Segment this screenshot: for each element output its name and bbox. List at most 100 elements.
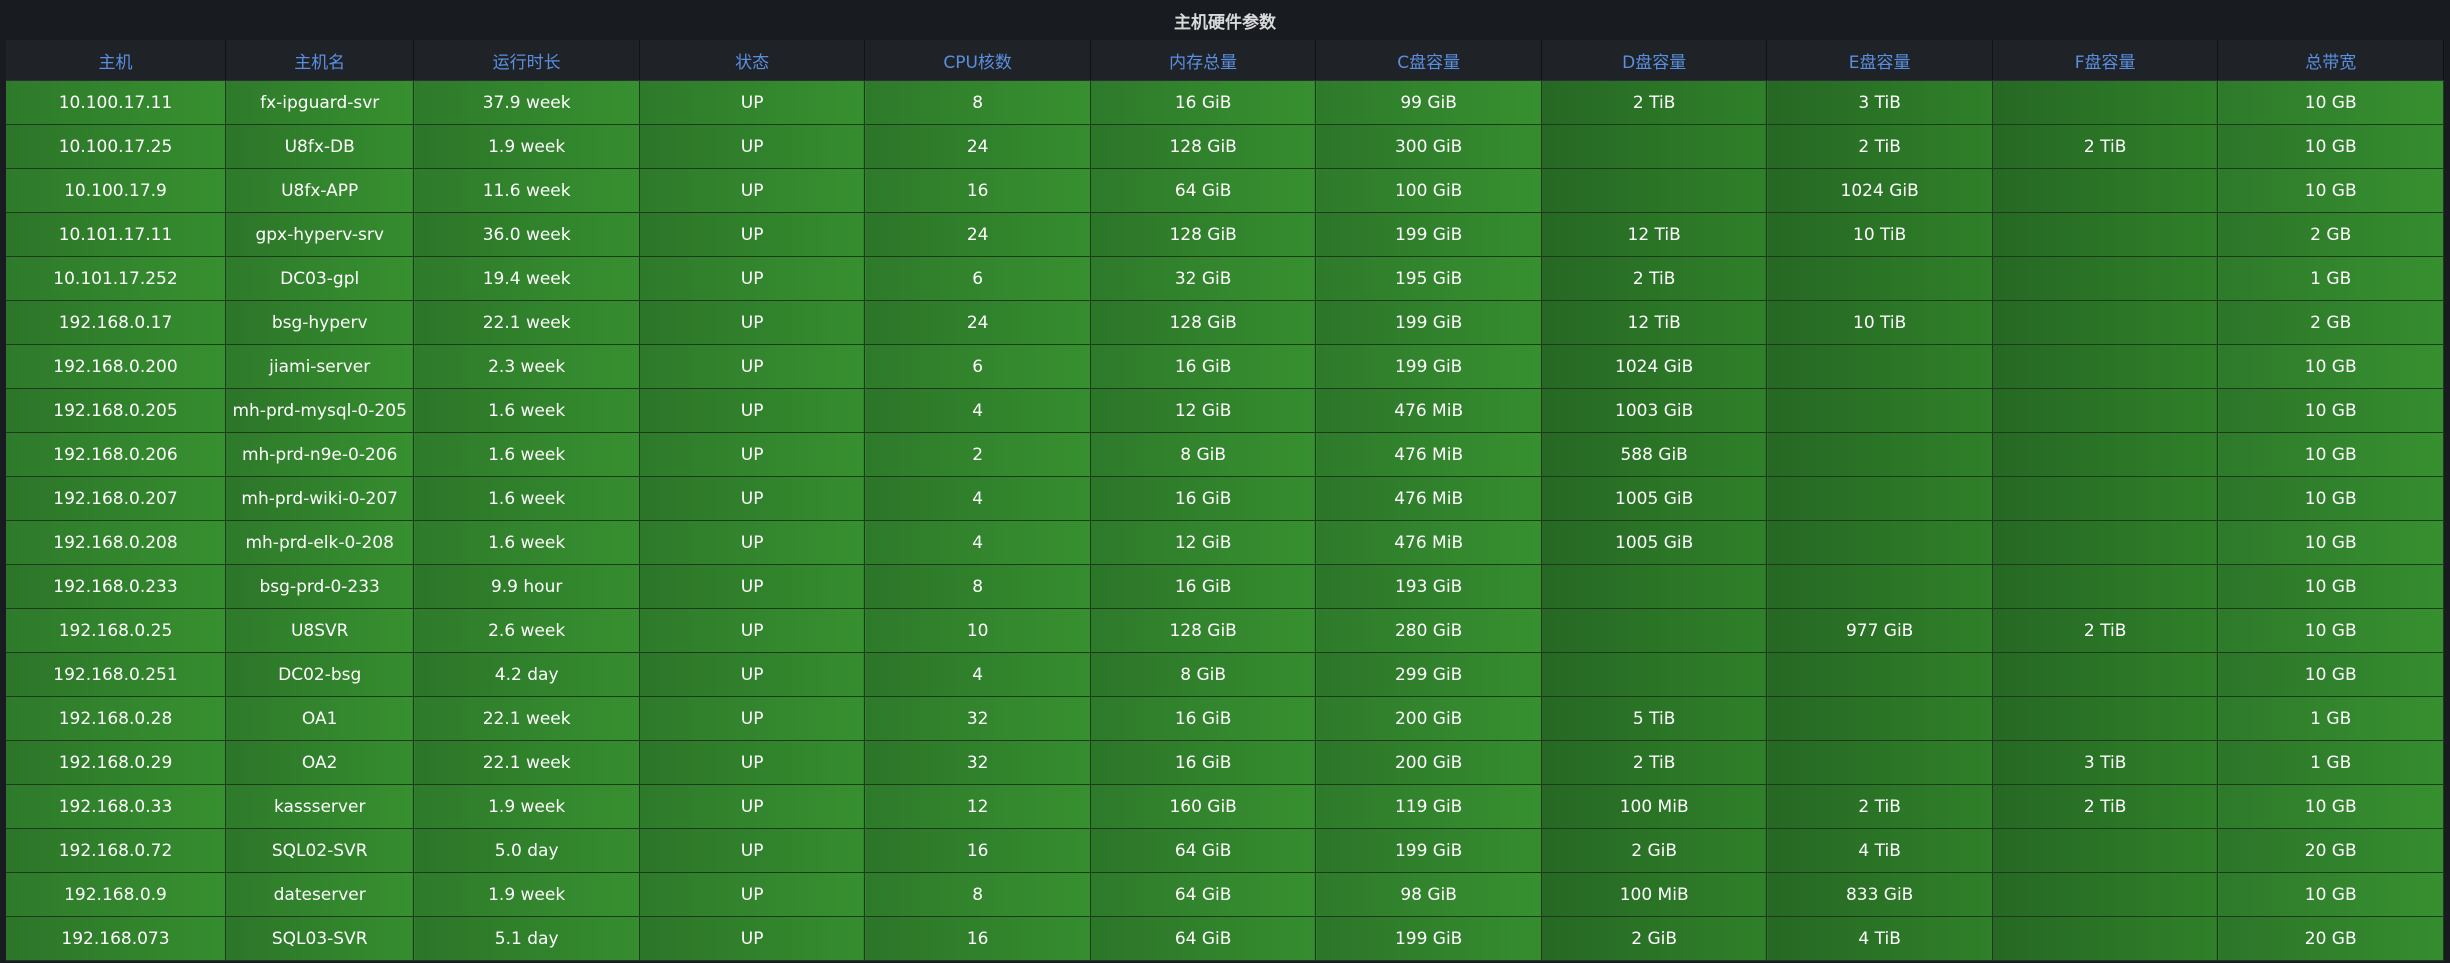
column-header-memory[interactable]: 内存总量 <box>1090 40 1317 81</box>
cpu-cell: 4 <box>864 388 1091 433</box>
memory-cell: 8 GiB <box>1090 432 1317 477</box>
status-cell: UP <box>639 212 866 257</box>
uptime-cell: 1.6 week <box>413 520 640 565</box>
hostname-cell: DC03-gpl <box>225 256 415 301</box>
uptime-cell: 5.0 day <box>413 828 640 873</box>
table-row[interactable]: 10.101.17.11 gpx-hyperv-srv 36.0 week UP 24 1… <box>6 212 2444 257</box>
memory-cell: 128 GiB <box>1090 608 1317 653</box>
table-row[interactable]: 192.168.0.29 OA2 22.1 week UP 32 16 GiB 200 Gi… <box>6 740 2444 785</box>
d-drive-cell: 1003 GiB <box>1541 388 1768 433</box>
c-drive-cell: 476 MiB <box>1315 432 1542 477</box>
column-header-hostname[interactable]: 主机名 <box>225 40 415 81</box>
column-header-status[interactable]: 状态 <box>639 40 866 81</box>
d-drive-cell <box>1541 608 1768 653</box>
memory-cell: 12 GiB <box>1090 520 1317 565</box>
column-header-bandwidth[interactable]: 总带宽 <box>2217 40 2444 81</box>
c-drive-cell: 98 GiB <box>1315 872 1542 917</box>
table-row[interactable]: 10.100.17.11 fx-ipguard-svr 37.9 week UP 8 16… <box>6 80 2444 125</box>
e-drive-cell: 10 TiB <box>1766 300 1993 345</box>
host-cell: 192.168.0.25 <box>6 608 226 653</box>
column-header-f-drive[interactable]: F盘容量 <box>1992 40 2219 81</box>
status-cell: UP <box>639 476 866 521</box>
uptime-cell: 1.9 week <box>413 124 640 169</box>
column-header-host[interactable]: 主机 <box>6 40 226 81</box>
table-row[interactable]: 10.100.17.25 U8fx-DB 1.9 week UP 24 128 GiB 30… <box>6 124 2444 169</box>
table-row[interactable]: 192.168.0.33 kassserver 1.9 week UP 12 160 Gi… <box>6 784 2444 829</box>
memory-cell: 16 GiB <box>1090 740 1317 785</box>
memory-cell: 16 GiB <box>1090 344 1317 389</box>
status-cell: UP <box>639 784 866 829</box>
table-row[interactable]: 192.168.0.233 bsg-prd-0-233 9.9 hour UP 8 16 … <box>6 564 2444 609</box>
table-row[interactable]: 192.168.0.9 dateserver 1.9 week UP 8 64 GiB 98… <box>6 872 2444 917</box>
e-drive-cell <box>1766 740 1993 785</box>
f-drive-cell <box>1992 388 2219 433</box>
table-row[interactable]: 192.168.0.207 mh-prd-wiki-0-207 1.6 week UP… <box>6 476 2444 521</box>
uptime-cell: 4.2 day <box>413 652 640 697</box>
table-row[interactable]: 192.168.0.25 U8SVR 2.6 week UP 10 128 GiB 280 … <box>6 608 2444 653</box>
f-drive-cell <box>1992 916 2219 961</box>
header-row: 主机 主机名 运行时长 状态 CPU核数 内存总量 C盘容量 D盘容量 E盘容量… <box>6 40 2444 81</box>
status-cell: UP <box>639 300 866 345</box>
bandwidth-cell: 10 GB <box>2217 476 2444 521</box>
d-drive-cell: 5 TiB <box>1541 696 1768 741</box>
uptime-cell: 22.1 week <box>413 740 640 785</box>
host-cell: 192.168.073 <box>6 916 226 961</box>
cpu-cell: 4 <box>864 476 1091 521</box>
table-row[interactable]: 192.168.0.208 mh-prd-elk-0-208 1.6 week UP 4… <box>6 520 2444 565</box>
table-row[interactable]: 192.168.0.251 DC02-bsg 4.2 day UP 4 8 GiB 299 … <box>6 652 2444 697</box>
memory-cell: 12 GiB <box>1090 388 1317 433</box>
f-drive-cell <box>1992 696 2219 741</box>
memory-cell: 64 GiB <box>1090 872 1317 917</box>
uptime-cell: 2.3 week <box>413 344 640 389</box>
bandwidth-cell: 2 GB <box>2217 300 2444 345</box>
hostname-cell: SQL03-SVR <box>225 916 415 961</box>
e-drive-cell <box>1766 432 1993 477</box>
hostname-cell: bsg-prd-0-233 <box>225 564 415 609</box>
bandwidth-cell: 1 GB <box>2217 740 2444 785</box>
column-header-d-drive[interactable]: D盘容量 <box>1541 40 1768 81</box>
d-drive-cell: 12 TiB <box>1541 212 1768 257</box>
host-cell: 192.168.0.17 <box>6 300 226 345</box>
f-drive-cell <box>1992 80 2219 125</box>
table-row[interactable]: 192.168.073 SQL03-SVR 5.1 day UP 16 64 GiB 199… <box>6 916 2444 961</box>
column-header-uptime[interactable]: 运行时长 <box>413 40 640 81</box>
table-row[interactable]: 192.168.0.72 SQL02-SVR 5.0 day UP 16 64 GiB 19… <box>6 828 2444 873</box>
hostname-cell: SQL02-SVR <box>225 828 415 873</box>
table-row[interactable]: 192.168.0.205 mh-prd-mysql-0-205 1.6 week U… <box>6 388 2444 433</box>
cpu-cell: 24 <box>864 124 1091 169</box>
table-row[interactable]: 10.101.17.252 DC03-gpl 19.4 week UP 6 32 GiB 1… <box>6 256 2444 301</box>
cpu-cell: 8 <box>864 872 1091 917</box>
table-row[interactable]: 192.168.0.200 jiami-server 2.3 week UP 6 16 G… <box>6 344 2444 389</box>
table-row[interactable]: 10.100.17.9 U8fx-APP 11.6 week UP 16 64 GiB 10… <box>6 168 2444 213</box>
column-header-cpu[interactable]: CPU核数 <box>864 40 1091 81</box>
status-cell: UP <box>639 608 866 653</box>
bandwidth-cell: 10 GB <box>2217 608 2444 653</box>
f-drive-cell <box>1992 168 2219 213</box>
table-row[interactable]: 192.168.0.17 bsg-hyperv 22.1 week UP 24 128 G… <box>6 300 2444 345</box>
uptime-cell: 37.9 week <box>413 80 640 125</box>
c-drive-cell: 119 GiB <box>1315 784 1542 829</box>
host-cell: 192.168.0.206 <box>6 432 226 477</box>
memory-cell: 16 GiB <box>1090 564 1317 609</box>
e-drive-cell: 10 TiB <box>1766 212 1993 257</box>
bandwidth-cell: 10 GB <box>2217 784 2444 829</box>
e-drive-cell: 4 TiB <box>1766 916 1993 961</box>
table-row[interactable]: 192.168.0.28 OA1 22.1 week UP 32 16 GiB 200 Gi… <box>6 696 2444 741</box>
hardware-table-wrap: 主机 主机名 运行时长 状态 CPU核数 内存总量 C盘容量 D盘容量 E盘容量… <box>6 40 2444 961</box>
column-header-c-drive[interactable]: C盘容量 <box>1315 40 1542 81</box>
memory-cell: 64 GiB <box>1090 168 1317 213</box>
host-cell: 10.101.17.11 <box>6 212 226 257</box>
f-drive-cell <box>1992 476 2219 521</box>
bandwidth-cell: 10 GB <box>2217 344 2444 389</box>
d-drive-cell: 588 GiB <box>1541 432 1768 477</box>
hostname-cell: kassserver <box>225 784 415 829</box>
c-drive-cell: 195 GiB <box>1315 256 1542 301</box>
f-drive-cell <box>1992 432 2219 477</box>
uptime-cell: 5.1 day <box>413 916 640 961</box>
c-drive-cell: 300 GiB <box>1315 124 1542 169</box>
table-row[interactable]: 192.168.0.206 mh-prd-n9e-0-206 1.6 week UP 2… <box>6 432 2444 477</box>
c-drive-cell: 199 GiB <box>1315 212 1542 257</box>
column-header-e-drive[interactable]: E盘容量 <box>1766 40 1993 81</box>
uptime-cell: 1.6 week <box>413 388 640 433</box>
